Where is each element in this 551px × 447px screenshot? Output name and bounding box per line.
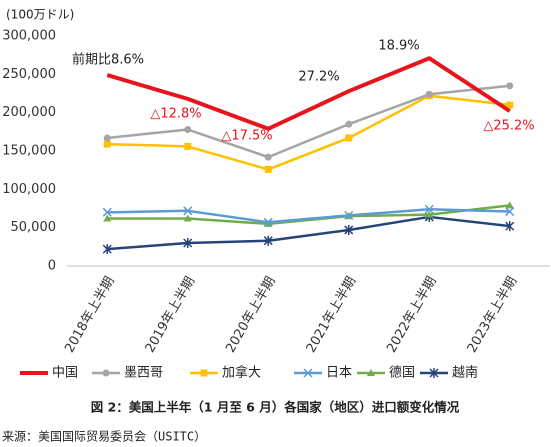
marker bbox=[345, 134, 353, 142]
marker bbox=[183, 238, 193, 248]
y-tick-label: 250,000 bbox=[2, 67, 56, 82]
marker bbox=[506, 101, 514, 109]
annotation: 前期比8.6% bbox=[72, 52, 144, 68]
marker bbox=[103, 134, 111, 142]
annotation: 27.2% bbox=[298, 70, 339, 85]
marker bbox=[103, 140, 111, 148]
series bbox=[103, 82, 514, 161]
marker bbox=[184, 142, 192, 150]
legend-label: 日本 bbox=[326, 366, 352, 381]
y-tick-label: 100,000 bbox=[2, 182, 56, 197]
marker bbox=[264, 153, 272, 161]
legend-label: 越南 bbox=[452, 365, 478, 381]
series bbox=[106, 56, 511, 131]
line bbox=[107, 84, 510, 159]
line bbox=[107, 204, 510, 226]
marker bbox=[263, 217, 273, 227]
line bbox=[107, 208, 510, 224]
marker bbox=[183, 214, 192, 222]
y-tick-label: 200,000 bbox=[2, 105, 56, 120]
legend-label: 加拿大 bbox=[222, 365, 261, 381]
marker bbox=[344, 210, 354, 220]
series bbox=[102, 204, 515, 227]
marker bbox=[345, 120, 353, 128]
marker bbox=[505, 221, 515, 232]
series bbox=[103, 201, 514, 227]
x-tick-label: 2021年上半期 bbox=[304, 274, 360, 355]
marker bbox=[367, 369, 375, 376]
x-tick-label: 2018年上半期 bbox=[62, 274, 118, 355]
unit-label: (100万ドル) bbox=[6, 8, 74, 22]
line bbox=[106, 56, 511, 131]
caption: 図 2：美国上半年（1 月至 6 月）各国家（地区）进口额变化情况 bbox=[91, 400, 460, 415]
marker bbox=[102, 244, 112, 255]
x-tick-label: 2020年上半期 bbox=[223, 274, 279, 355]
marker bbox=[424, 204, 434, 214]
marker bbox=[102, 207, 112, 217]
annotation: △17.5% bbox=[221, 129, 272, 144]
line bbox=[107, 94, 510, 171]
y-tick-label: 0 bbox=[48, 259, 56, 274]
x-tick-label: 2019年上半期 bbox=[143, 274, 199, 355]
marker bbox=[200, 369, 208, 377]
legend-label: 德国 bbox=[389, 366, 415, 381]
annotation: 18.9% bbox=[378, 39, 419, 54]
marker bbox=[425, 90, 433, 98]
marker bbox=[102, 369, 110, 377]
marker bbox=[184, 126, 192, 134]
marker bbox=[506, 82, 514, 90]
marker bbox=[505, 201, 514, 209]
legend-label: 墨西哥 bbox=[124, 366, 163, 381]
annotation: △12.8% bbox=[150, 107, 201, 122]
marker bbox=[505, 207, 515, 217]
marker bbox=[344, 224, 354, 235]
y-tick-label: 50,000 bbox=[11, 220, 57, 235]
marker bbox=[183, 206, 193, 216]
x-tick-label: 2022年上半期 bbox=[384, 274, 440, 355]
marker bbox=[264, 165, 272, 173]
marker bbox=[303, 368, 313, 378]
marker bbox=[429, 368, 439, 378]
marker bbox=[425, 210, 434, 218]
y-tick-label: 300,000 bbox=[2, 29, 56, 44]
y-tick-label: 150,000 bbox=[2, 144, 56, 159]
line bbox=[107, 215, 510, 251]
marker bbox=[263, 235, 273, 246]
legend-label: 中国 bbox=[52, 366, 78, 381]
x-tick-label: 2023年上半期 bbox=[465, 274, 521, 355]
annotation: △25.2% bbox=[483, 119, 534, 134]
marker bbox=[103, 214, 112, 222]
source: 来源：美国国际贸易委员会（USITC） bbox=[2, 430, 206, 444]
